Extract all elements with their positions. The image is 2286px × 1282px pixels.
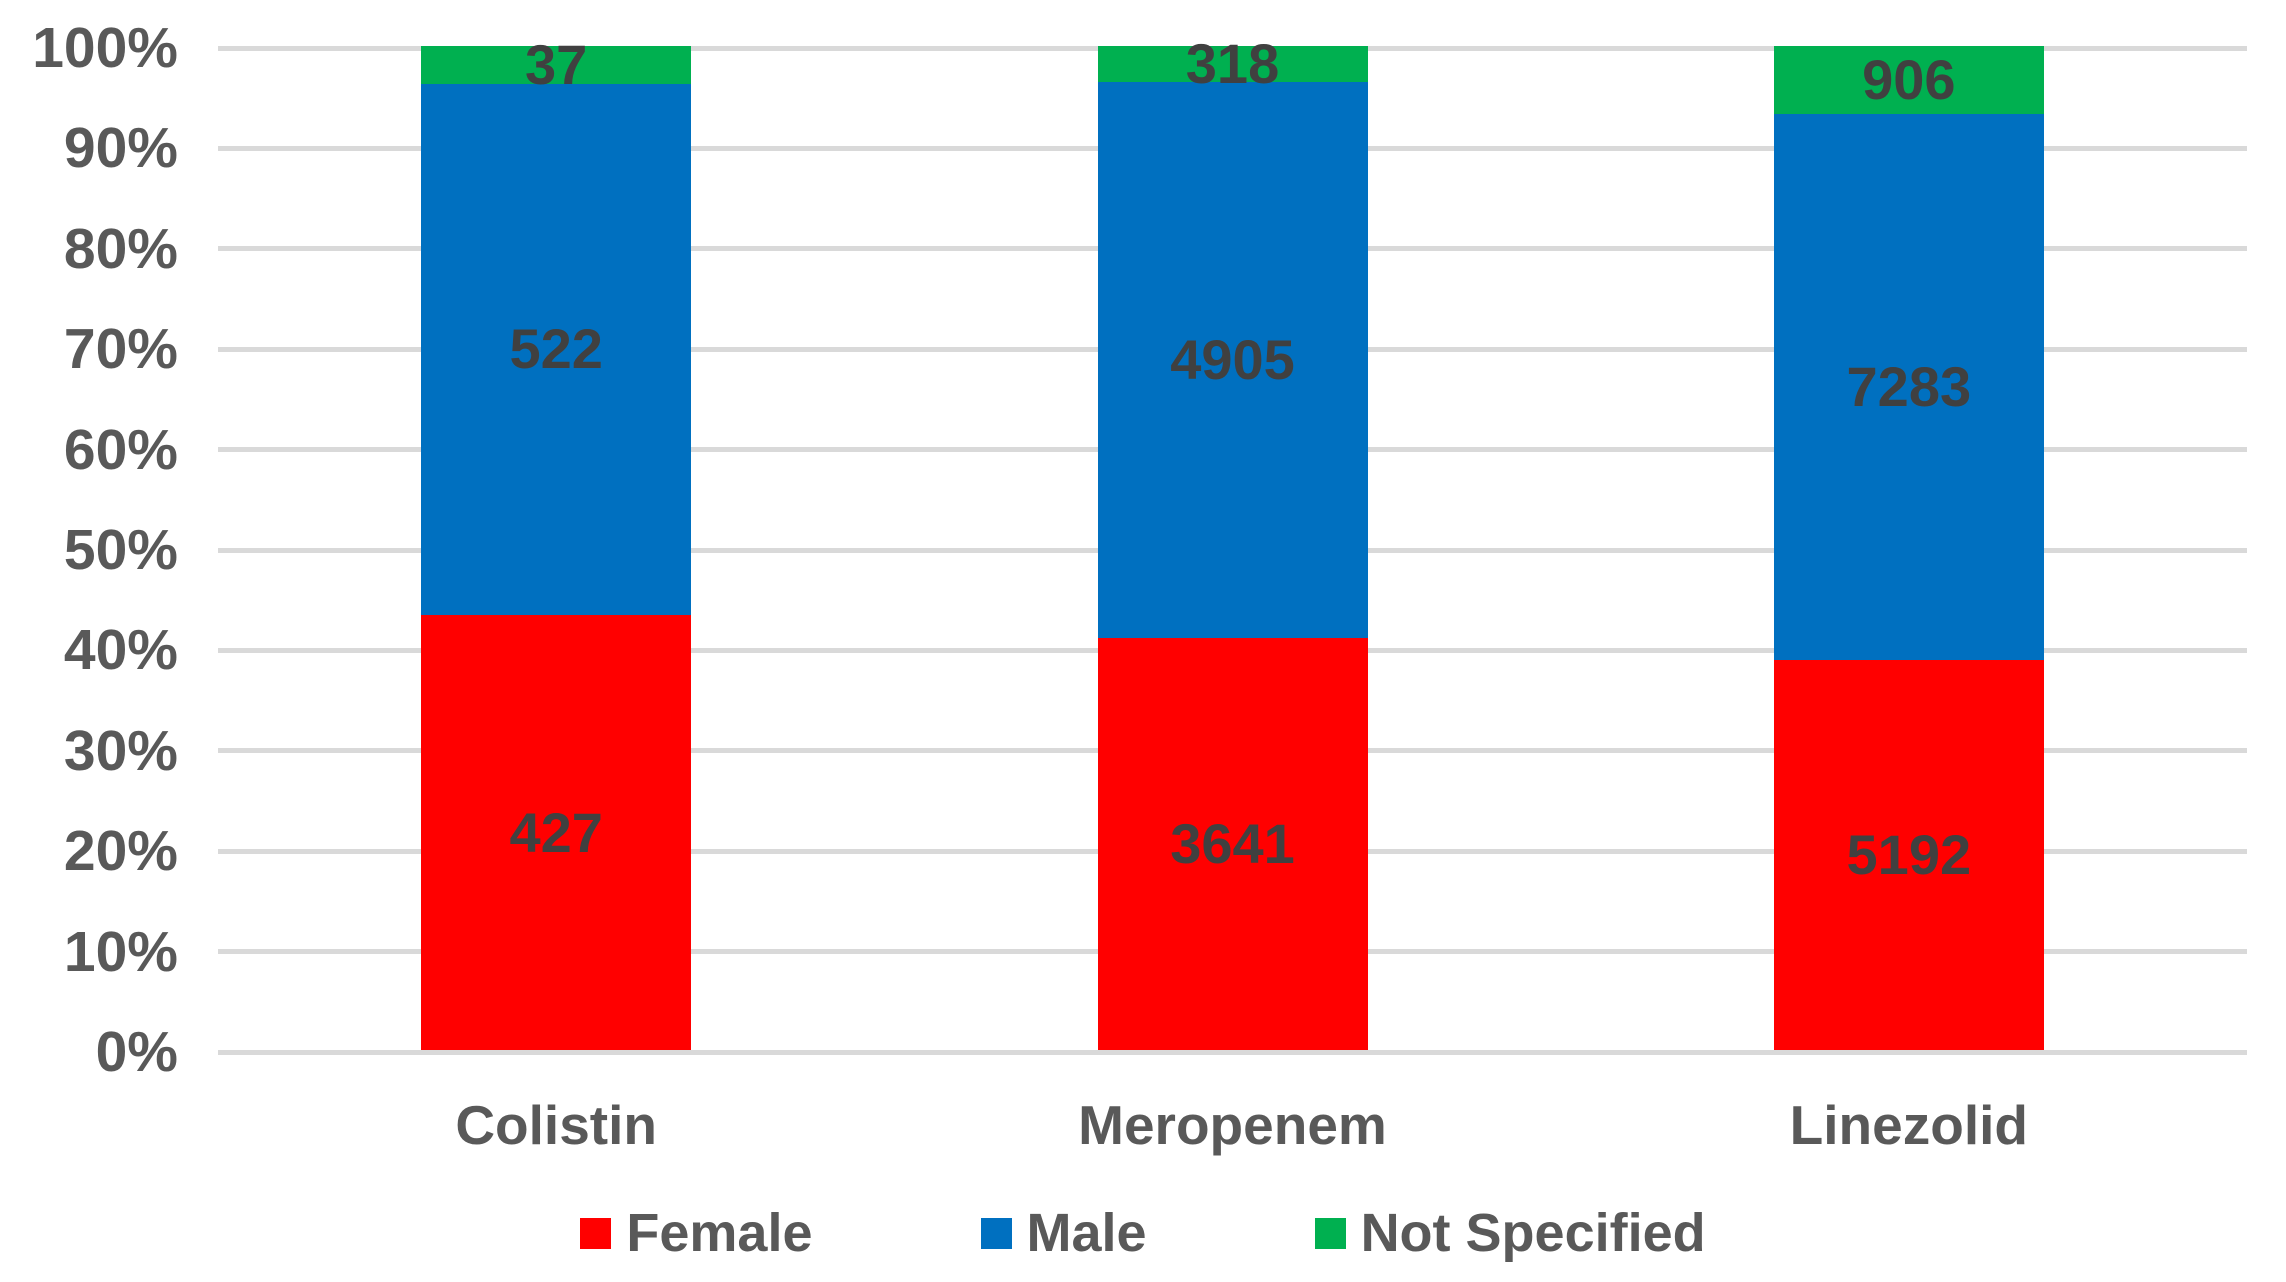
- segment-male: 4905: [1097, 82, 1368, 638]
- segment-female: 427: [421, 615, 692, 1050]
- legend-swatch: [980, 1217, 1012, 1249]
- y-tick-label: 0%: [95, 1020, 178, 1084]
- legend: Female Male Not Specified: [0, 1204, 2286, 1262]
- y-tick-label: 100%: [32, 16, 178, 80]
- y-tick-label: 60%: [63, 417, 178, 482]
- segment-not-specified: 37: [421, 36, 692, 92]
- x-category-label-linezolid: Linezolid: [1789, 1094, 2028, 1156]
- legend-item-male: Male: [980, 1203, 1147, 1263]
- x-category-label-colistin: Colistin: [455, 1094, 657, 1156]
- data-label: 906: [1862, 47, 1956, 111]
- data-label: 37: [525, 32, 588, 96]
- y-tick-label: 20%: [63, 819, 178, 884]
- y-tick-label: 80%: [63, 216, 178, 281]
- x-category-label-meropenem: Meropenem: [1078, 1094, 1387, 1156]
- data-label: 522: [509, 317, 603, 381]
- data-label: 427: [509, 800, 603, 864]
- legend-label: Male: [1026, 1203, 1147, 1263]
- y-tick-label: 70%: [63, 317, 178, 382]
- legend-label: Not Specified: [1360, 1203, 1706, 1263]
- data-label: 5192: [1846, 823, 1972, 887]
- segment-male: 7283: [1773, 113, 2044, 661]
- data-label: 7283: [1846, 355, 1972, 419]
- segment-male: 522: [421, 83, 692, 616]
- data-label: 318: [1185, 32, 1280, 96]
- segment-not-specified: 906: [1773, 45, 2044, 114]
- bar-meropenem: 3641 4905 318: [1097, 36, 1368, 1050]
- segment-not-specified: 318: [1097, 36, 1368, 92]
- bar-linezolid: 5192 7283 906: [1773, 45, 2044, 1050]
- segment-female: 3641: [1097, 637, 1368, 1050]
- y-tick-label: 40%: [63, 618, 178, 683]
- data-label: 3641: [1170, 811, 1295, 875]
- legend-label: Female: [626, 1203, 813, 1263]
- data-label: 4905: [1170, 327, 1295, 391]
- y-tick-label: 30%: [63, 718, 178, 783]
- legend-item-not-specified: Not Specified: [1314, 1203, 1706, 1263]
- y-tick-label: 10%: [63, 919, 178, 984]
- legend-swatch: [580, 1217, 612, 1249]
- legend-swatch: [1314, 1217, 1346, 1249]
- gridline-0: [218, 1049, 2247, 1055]
- segment-female: 5192: [1773, 660, 2044, 1050]
- y-tick-label: 90%: [63, 116, 178, 181]
- bar-colistin: 427 522 37: [421, 36, 692, 1050]
- y-tick-label: 50%: [63, 518, 178, 582]
- legend-item-female: Female: [580, 1203, 813, 1263]
